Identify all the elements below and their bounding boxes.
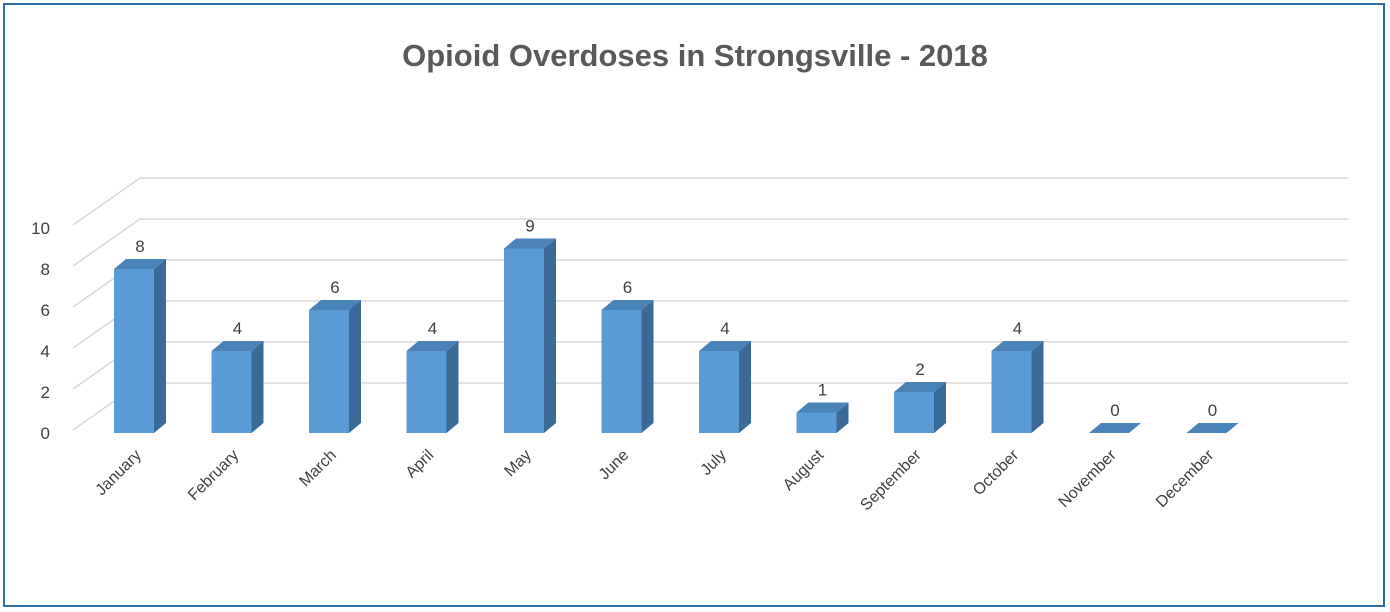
bar <box>504 248 544 433</box>
bar-side <box>836 402 849 433</box>
y-tick-label: 8 <box>41 260 50 279</box>
data-label: 0 <box>1110 401 1119 420</box>
bar <box>309 310 349 433</box>
bar <box>601 310 642 433</box>
data-label: 4 <box>428 319 437 338</box>
bar-top <box>601 300 654 310</box>
bar <box>211 351 252 433</box>
bar-top <box>211 341 264 351</box>
bar-top <box>1186 423 1239 433</box>
x-tick-label: September <box>857 446 925 514</box>
chart-title: Opioid Overdoses in Strongsville - 2018 <box>402 38 988 73</box>
x-tick-label: January <box>93 447 145 499</box>
bar-top <box>309 300 361 310</box>
bar-side <box>544 238 556 433</box>
gridline <box>72 218 1348 267</box>
x-tick-label: April <box>403 447 438 482</box>
bar-side <box>1031 341 1044 433</box>
bar-top <box>1089 423 1141 433</box>
bar <box>114 269 154 433</box>
y-tick-label: 0 <box>41 424 50 443</box>
bar-top <box>991 341 1044 351</box>
x-tick-label: December <box>1153 446 1218 511</box>
bar <box>796 412 837 433</box>
data-label: 9 <box>525 217 534 236</box>
gridline <box>72 177 1348 226</box>
data-label: 1 <box>818 381 827 400</box>
y-tick-label: 2 <box>41 383 50 402</box>
bar-side <box>641 300 654 433</box>
x-tick-label: March <box>296 447 339 490</box>
x-tick-label: February <box>185 447 242 504</box>
bar <box>894 392 934 433</box>
data-label: 4 <box>233 319 242 338</box>
data-label: 8 <box>135 237 144 256</box>
chart-frame <box>3 3 1385 607</box>
data-label: 4 <box>720 319 729 338</box>
data-label: 6 <box>623 278 632 297</box>
x-tick-label: October <box>970 446 1023 499</box>
bars <box>114 238 1239 433</box>
bar-top <box>504 238 556 249</box>
bar-side <box>739 341 751 433</box>
x-tick-label: November <box>1056 446 1121 511</box>
data-label: 2 <box>915 360 924 379</box>
bar <box>991 351 1032 433</box>
data-label: 6 <box>330 278 339 297</box>
x-axis-labels: January February March April May June July Augu… <box>93 446 1218 514</box>
bar-side <box>446 341 459 433</box>
bar-side <box>349 300 361 433</box>
x-tick-label: June <box>596 447 633 484</box>
bar-side <box>154 259 166 433</box>
gridline <box>72 259 1348 308</box>
bar-top <box>894 382 946 392</box>
bar-top <box>114 259 166 269</box>
data-label: 0 <box>1208 401 1217 420</box>
bar-top <box>699 341 751 351</box>
bar <box>406 351 447 433</box>
bar-top <box>796 402 849 413</box>
y-tick-label: 4 <box>41 342 50 361</box>
x-tick-label: July <box>698 447 730 479</box>
y-axis-ticks: 0 2 4 6 8 10 <box>31 219 50 443</box>
y-tick-label: 6 <box>41 301 50 320</box>
bar-side <box>934 382 946 433</box>
bar <box>699 351 739 433</box>
x-tick-label: August <box>780 446 828 494</box>
data-label: 4 <box>1013 319 1022 338</box>
y-tick-label: 10 <box>31 219 50 238</box>
gridline <box>72 300 1348 349</box>
bar-side <box>251 341 264 433</box>
data-labels: 8 4 6 4 9 6 4 1 2 4 0 0 <box>135 217 1217 421</box>
x-tick-label: May <box>501 447 534 480</box>
bar-top <box>406 341 459 351</box>
